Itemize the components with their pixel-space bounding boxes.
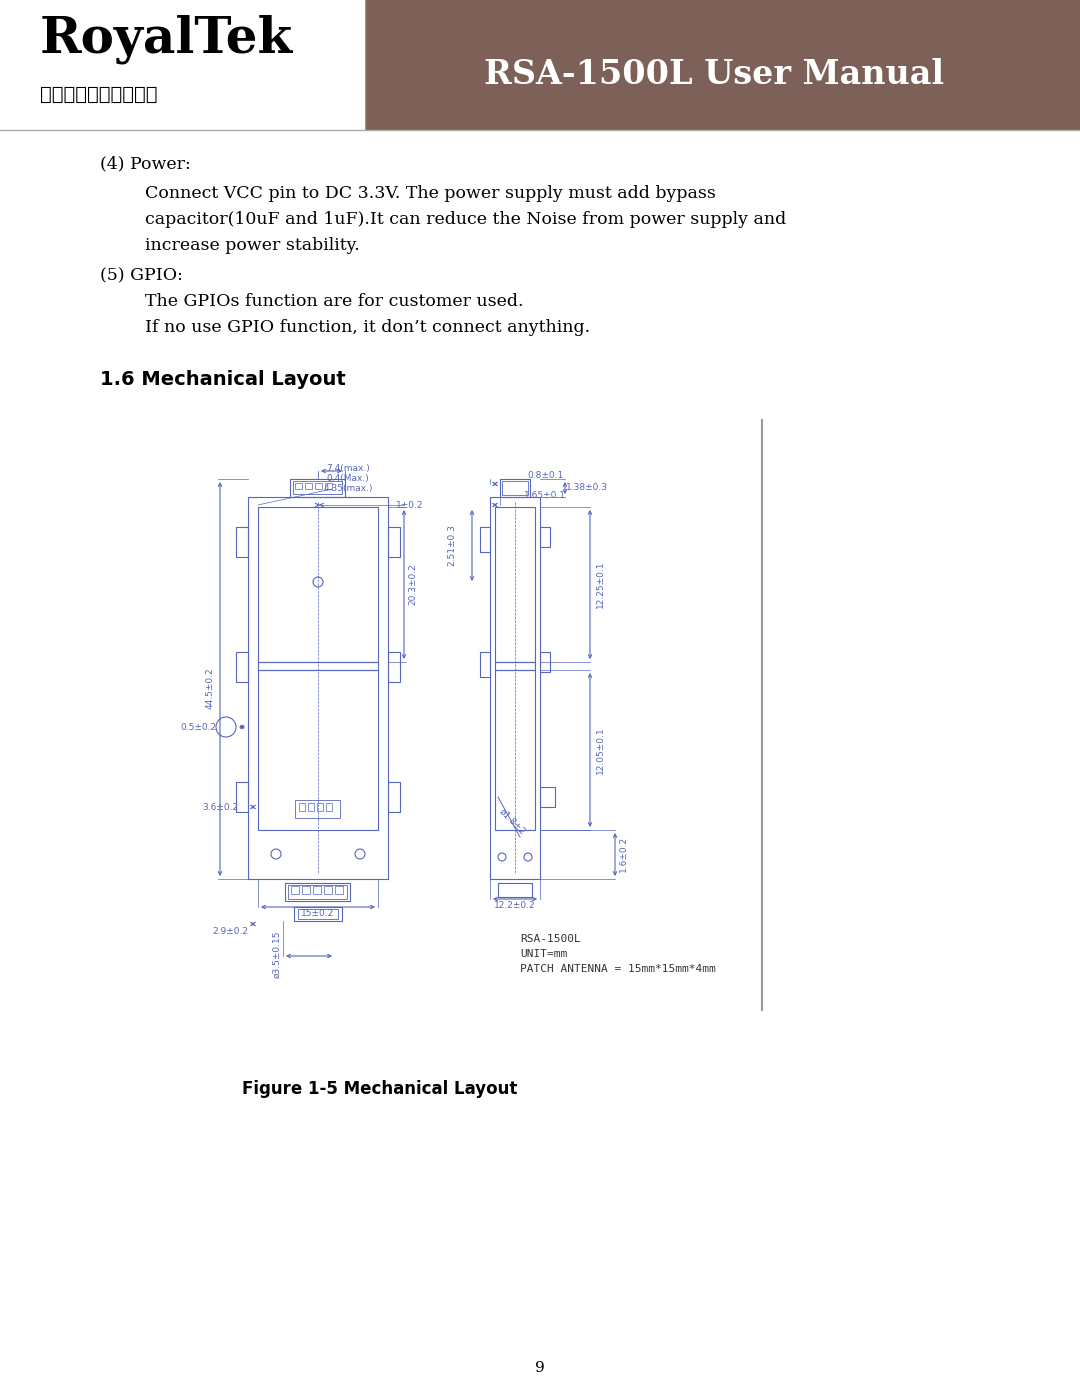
Text: 2.51±0.3: 2.51±0.3 (447, 524, 457, 566)
Bar (490, 497, 540, 879)
Text: 9: 9 (535, 1361, 545, 1375)
Text: 0.5±0.2: 0.5±0.2 (180, 722, 216, 732)
Text: (5) GPIO:: (5) GPIO: (100, 267, 183, 284)
Bar (315, 483, 322, 489)
Bar (237, 652, 248, 682)
Bar (502, 481, 528, 495)
Bar (495, 671, 535, 830)
Bar (295, 800, 340, 819)
Bar (299, 803, 305, 812)
Bar (298, 909, 338, 919)
Bar (295, 483, 302, 489)
Text: ø1.8±2: ø1.8±2 (497, 807, 527, 837)
Bar (326, 803, 332, 812)
Text: 4.35(max.): 4.35(max.) (323, 485, 373, 493)
Bar (302, 886, 310, 894)
Bar (335, 886, 343, 894)
Bar (293, 481, 342, 495)
Text: 12.2±0.2: 12.2±0.2 (495, 901, 536, 911)
Bar (285, 883, 350, 901)
Bar (308, 803, 314, 812)
Text: (4) Power:: (4) Power: (100, 155, 191, 172)
Bar (480, 652, 490, 678)
Text: Figure 1-5 Mechanical Layout: Figure 1-5 Mechanical Layout (242, 1080, 517, 1098)
Bar (540, 787, 555, 807)
Bar (0, 0, 365, 130)
Bar (388, 782, 400, 812)
Text: 12.25±0.1: 12.25±0.1 (595, 560, 605, 608)
Bar (365, 0, 1080, 130)
Bar (480, 527, 490, 552)
Text: If no use GPIO function, it don’t connect anything.: If no use GPIO function, it don’t connec… (145, 319, 590, 337)
Bar (324, 886, 332, 894)
Bar (288, 886, 347, 900)
Text: 7.4(max.): 7.4(max.) (326, 464, 369, 472)
Text: 1.65±0.1: 1.65±0.1 (524, 490, 566, 500)
Text: 1.38±0.3: 1.38±0.3 (566, 483, 608, 493)
Bar (294, 907, 342, 921)
Text: 44.5±0.2: 44.5±0.2 (205, 668, 215, 708)
Bar (495, 507, 535, 662)
Bar (388, 527, 400, 557)
Text: capacitor(10uF and 1uF).It can reduce the Noise from power supply and: capacitor(10uF and 1uF).It can reduce th… (145, 211, 786, 228)
Bar (291, 886, 299, 894)
Bar (540, 652, 550, 672)
Text: The GPIOs function are for customer used.: The GPIOs function are for customer used… (145, 293, 524, 310)
Bar (540, 527, 550, 548)
Text: 2.9±0.2: 2.9±0.2 (212, 928, 248, 936)
Bar (258, 507, 378, 662)
Bar (388, 652, 400, 682)
Bar (291, 479, 345, 497)
Bar (258, 671, 378, 830)
Text: Connect VCC pin to DC 3.3V. The power supply must add bypass: Connect VCC pin to DC 3.3V. The power su… (145, 184, 716, 203)
Text: 鼎天國際股份有限公司: 鼎天國際股份有限公司 (40, 85, 158, 103)
Text: 20.3±0.2: 20.3±0.2 (408, 563, 418, 605)
Bar (237, 527, 248, 557)
Bar (500, 479, 530, 497)
Text: RoyalTek: RoyalTek (40, 15, 293, 64)
Bar (325, 483, 332, 489)
Text: RSA-1500L
UNIT=mm
PATCH ANTENNA = 15mm*15mm*4mm: RSA-1500L UNIT=mm PATCH ANTENNA = 15mm*1… (519, 935, 716, 974)
Text: 3.6±0.2: 3.6±0.2 (202, 802, 238, 812)
Text: 0.4(Max.): 0.4(Max.) (326, 475, 369, 483)
Text: 1.6 Mechanical Layout: 1.6 Mechanical Layout (100, 370, 346, 388)
Bar (498, 883, 532, 897)
Bar (305, 483, 312, 489)
Text: 1.6±0.2: 1.6±0.2 (619, 835, 627, 872)
Bar (313, 886, 321, 894)
Bar (258, 662, 378, 671)
Bar (318, 803, 323, 812)
Text: 15±0.2: 15±0.2 (301, 909, 335, 918)
Text: 0.8±0.1: 0.8±0.1 (527, 471, 563, 479)
Text: 12.05±0.1: 12.05±0.1 (595, 726, 605, 774)
Text: RSA-1500L User Manual: RSA-1500L User Manual (484, 59, 944, 91)
Text: ø3.5±0.15: ø3.5±0.15 (272, 930, 282, 978)
Bar (237, 782, 248, 812)
Bar (495, 662, 535, 671)
Text: increase power stability.: increase power stability. (145, 237, 360, 254)
Bar (248, 497, 388, 879)
Text: 1±0.2: 1±0.2 (396, 500, 423, 510)
